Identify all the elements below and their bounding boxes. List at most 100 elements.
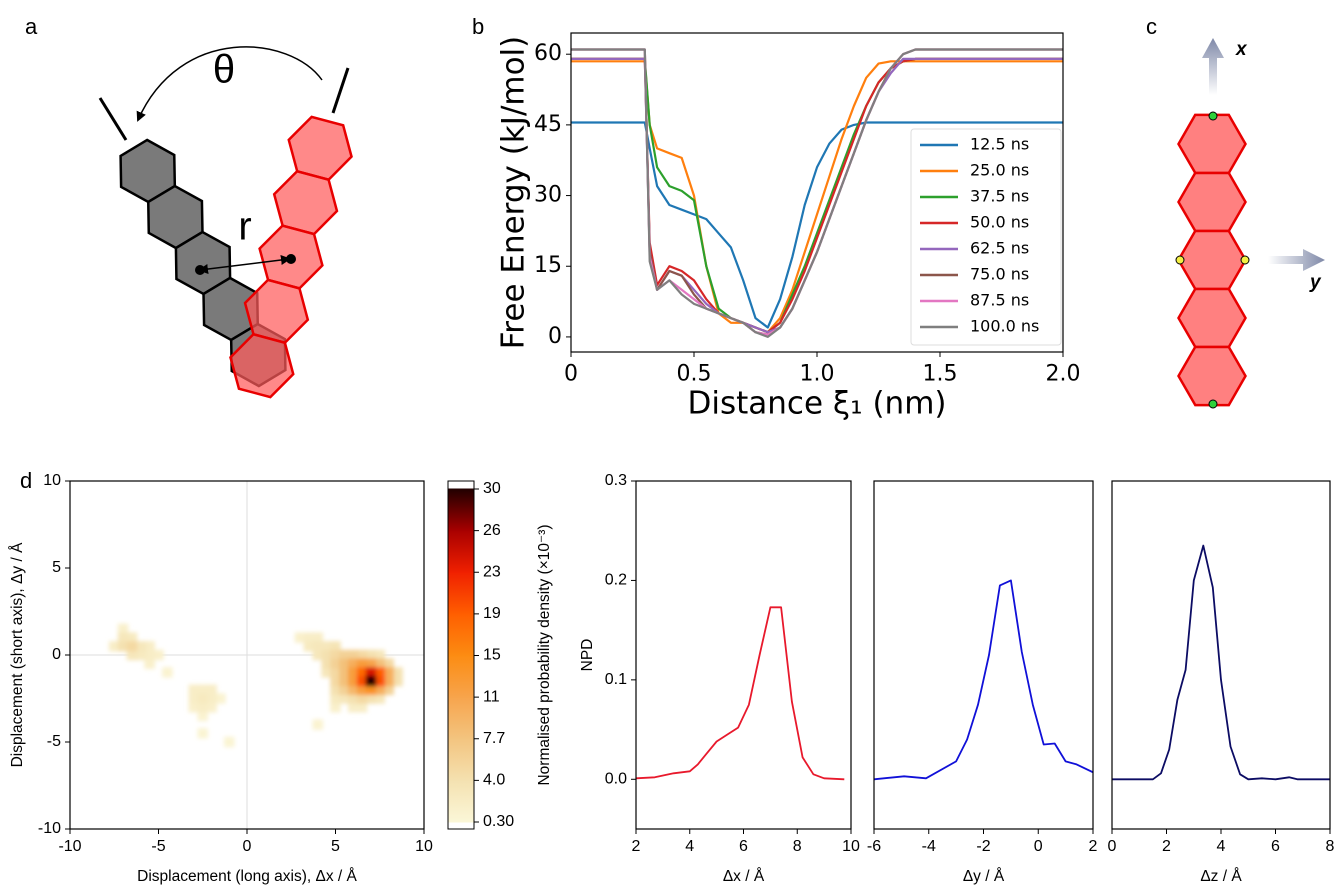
line <box>571 57 1063 334</box>
legend-label: 75.0 ns <box>970 265 1029 284</box>
heatmap-cell <box>197 684 209 696</box>
heatmap-cell <box>126 641 138 652</box>
x-tick-label: 8 <box>1326 838 1335 855</box>
x-tick-label: 0 <box>564 362 578 387</box>
colorbar-tick-label: 4.0 <box>483 772 505 789</box>
heatmap-cell <box>383 667 394 678</box>
ring <box>1177 287 1247 349</box>
x-tick-label: 8 <box>793 838 802 855</box>
x-tick-label: 10 <box>415 838 433 855</box>
center-dot <box>195 265 205 275</box>
y-arrow <box>1268 249 1325 271</box>
heatmap-cell <box>312 649 324 661</box>
y-axis-label: Free Energy (kJ/mol) <box>496 36 532 350</box>
heatmap-cell <box>339 693 350 704</box>
red-molecule <box>229 115 353 399</box>
heatmap-cell <box>303 632 315 643</box>
heatmap-cell <box>108 641 120 652</box>
colorbar-segment <box>448 696 474 740</box>
heatmap-cell <box>365 693 377 704</box>
ring <box>229 332 295 399</box>
y-axis-label: y <box>1309 272 1322 293</box>
colorbar-tick-label: 30 <box>483 480 501 497</box>
y-tick-label: 15 <box>534 253 562 278</box>
heatmap-cell <box>162 667 173 678</box>
heatmap-cell <box>135 649 147 661</box>
x-tick-label: -2 <box>976 838 990 855</box>
heatmap-cell <box>374 693 386 704</box>
x-tick-label: 1.5 <box>923 362 958 387</box>
x-axis-label: Δy / Å <box>963 868 1005 885</box>
legend-label: 25.0 ns <box>970 161 1029 180</box>
center-dot <box>286 254 296 264</box>
x-tick-label: -5 <box>151 838 165 855</box>
heatmap-cell <box>339 667 350 678</box>
axis-line <box>331 67 350 114</box>
atom-dot <box>1240 255 1250 265</box>
x-axis-label: Displacement (long axis), Δx / Å <box>137 868 357 885</box>
heatmap-cell <box>339 649 350 661</box>
legend-label: 87.5 ns <box>970 291 1029 310</box>
x-tick-label: 2 <box>632 838 641 855</box>
x-tick-label: 0 <box>1108 838 1117 855</box>
chart: -6 -4 -2 0 2 Δy / Å <box>867 480 1098 885</box>
heatmap-cell <box>374 658 386 669</box>
x-tick-label: 0.5 <box>677 362 712 387</box>
panel-label: b <box>472 14 484 39</box>
axes-frame <box>873 480 1094 830</box>
heatmap-cell <box>153 649 164 661</box>
heatmap-cell <box>197 693 209 704</box>
x-tick-label: -10 <box>58 838 81 855</box>
molecule <box>1177 113 1247 407</box>
heatmap-cell <box>126 649 138 661</box>
heatmap-cell <box>339 658 350 669</box>
heatmap-cell <box>392 675 403 687</box>
x-tick-label: 2.0 <box>1046 362 1081 387</box>
ring <box>1177 113 1247 175</box>
heatmap-cells <box>108 623 403 748</box>
legend-label: 12.5 ns <box>970 135 1029 154</box>
heatmap-cell <box>330 658 341 669</box>
y-tick-label: 60 <box>534 41 562 66</box>
plot-area <box>874 579 1093 781</box>
heatmap-cell <box>321 641 332 652</box>
heatmap-cell <box>330 693 341 704</box>
x-axis-label: Distance ξ₁ (nm) <box>687 386 946 422</box>
heatmap-cell <box>365 667 377 678</box>
heatmap-cell <box>356 693 368 704</box>
colorbar-tick-label: 23 <box>483 563 501 580</box>
distance-label: r <box>238 205 251 249</box>
legend-label: 62.5 ns <box>970 239 1029 258</box>
y-tick-label: 0.0 <box>605 771 627 788</box>
heatmap-cell <box>312 641 324 652</box>
x-tick-label: 10 <box>842 838 860 855</box>
ring <box>1177 229 1247 291</box>
axes-frame <box>635 480 852 830</box>
heatmap-cell <box>356 701 368 713</box>
line <box>571 48 1063 338</box>
heatmap-cell <box>347 667 359 678</box>
heatmap-cell <box>347 675 359 687</box>
heatmap-cell <box>215 693 226 704</box>
x-tick-label: 4 <box>685 838 694 855</box>
heatmap-cell <box>197 701 209 713</box>
heatmap-cell <box>365 675 377 687</box>
heatmap-cell <box>321 667 332 678</box>
colorbar-tick-label: 19 <box>483 605 501 622</box>
x-tick-label: 1.0 <box>800 362 835 387</box>
heatmap-cell <box>303 641 315 652</box>
heatmap-cell <box>392 667 403 678</box>
heatmap-cell <box>339 684 350 696</box>
y-tick-label: 0.3 <box>605 472 627 489</box>
colorbar-segment <box>448 655 474 698</box>
y-tick-label: -10 <box>38 820 61 837</box>
panel-label: d <box>20 468 32 493</box>
axes-frame <box>570 32 1064 353</box>
x-tick-label: 0 <box>1034 838 1043 855</box>
legend-box <box>910 128 1062 346</box>
heatmap-cell <box>117 632 129 643</box>
line <box>571 121 1063 329</box>
chart: -10 -5 0 5 10 -10 -5 0 5 10 Displacement (long axi… <box>9 472 553 885</box>
heatmap-cell <box>347 649 359 661</box>
